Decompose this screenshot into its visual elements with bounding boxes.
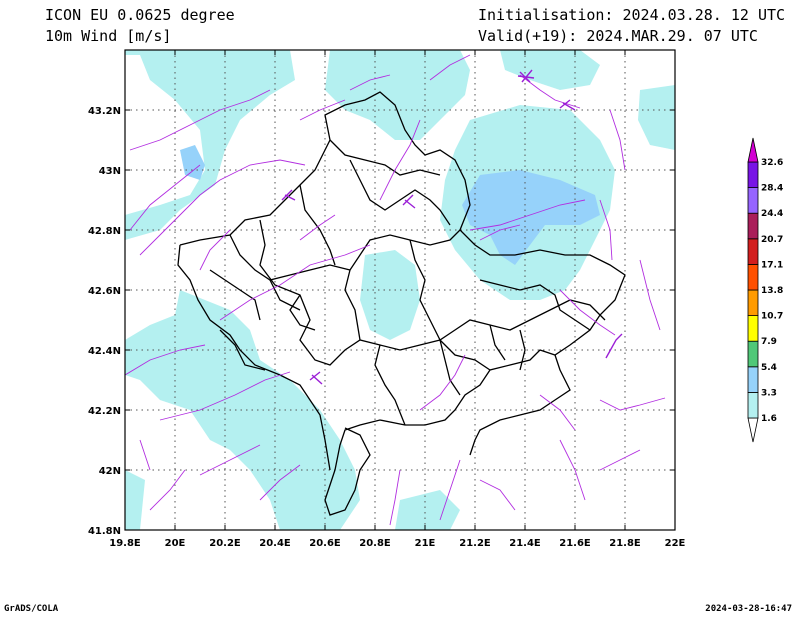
legend-label: 13.8 (761, 286, 783, 296)
variable-title: 10m Wind [m/s] (45, 27, 172, 45)
legend-label: 17.1 (761, 260, 783, 270)
footer-software: GrADS/COLA (4, 604, 59, 614)
legend-swatch (747, 340, 759, 368)
y-axis-ticks: 41.8N 42N 42.2N 42.4N 42.6N 42.8N 43N 43.2N (88, 106, 675, 537)
x-tick-label: 20E (165, 538, 186, 549)
legend-label: 32.6 (761, 158, 783, 168)
x-tick-label: 21.6E (559, 538, 591, 549)
legend-swatch (747, 289, 759, 317)
administrative-borders (177, 91, 626, 516)
y-tick-label: 42N (99, 466, 121, 477)
x-tick-label: 20.2E (209, 538, 241, 549)
x-axis-ticks: 19.8E 20E 20.2E 20.4E 20.6E 20.8E 21E 21.2E 21.4… (109, 50, 686, 549)
legend-label: 5.4 (761, 363, 777, 373)
valid-time: Valid(+19): 2024.MAR.29. 07 UTC (478, 27, 758, 45)
legend-swatch (747, 366, 759, 393)
wind-streamlines (125, 54, 666, 526)
x-tick-label: 20.6E (309, 538, 341, 549)
legend-swatch (747, 238, 759, 265)
legend-bottom-arrow (747, 417, 759, 443)
legend-top-arrow (747, 137, 759, 163)
legend-swatch (747, 161, 759, 189)
legend-label: 1.6 (761, 414, 777, 424)
legend-label: 7.9 (761, 337, 777, 347)
legend-label: 20.7 (761, 235, 783, 245)
x-tick-label: 21.2E (459, 538, 491, 549)
legend-swatch (747, 212, 759, 240)
y-tick-label: 41.8N (88, 526, 121, 537)
x-tick-label: 21.8E (609, 538, 641, 549)
y-tick-label: 42.4N (88, 346, 121, 357)
model-title: ICON EU 0.0625 degree (45, 6, 235, 24)
x-tick-label: 19.8E (109, 538, 141, 549)
y-tick-label: 42.2N (88, 406, 121, 417)
legend-label: 10.7 (761, 312, 783, 322)
wind-speed-legend: 1.6 3.3 5.4 7.9 10.7 13.8 17.1 20.7 24.4 28.4 32.6 (747, 137, 783, 443)
legend-swatch (747, 391, 759, 419)
x-tick-label: 21E (415, 538, 436, 549)
y-tick-label: 42.8N (88, 226, 121, 237)
legend-label: 28.4 (761, 184, 783, 194)
y-tick-label: 43.2N (88, 106, 121, 117)
legend-label: 24.4 (761, 209, 783, 219)
legend-swatch (747, 315, 759, 342)
legend-label: 3.3 (761, 388, 777, 398)
x-tick-label: 20.4E (259, 538, 291, 549)
initialisation-time: Initialisation: 2024.03.28. 12 UTC (478, 6, 786, 24)
wind-barb-clusters (281, 69, 623, 385)
y-tick-label: 43N (99, 166, 121, 177)
footer-timestamp: 2024-03-28-16:47 (705, 604, 792, 614)
x-tick-label: 22E (665, 538, 686, 549)
x-tick-label: 20.8E (359, 538, 391, 549)
legend-swatch (747, 263, 759, 291)
x-tick-label: 21.4E (509, 538, 541, 549)
y-tick-label: 42.6N (88, 286, 121, 297)
legend-swatch (747, 187, 759, 214)
